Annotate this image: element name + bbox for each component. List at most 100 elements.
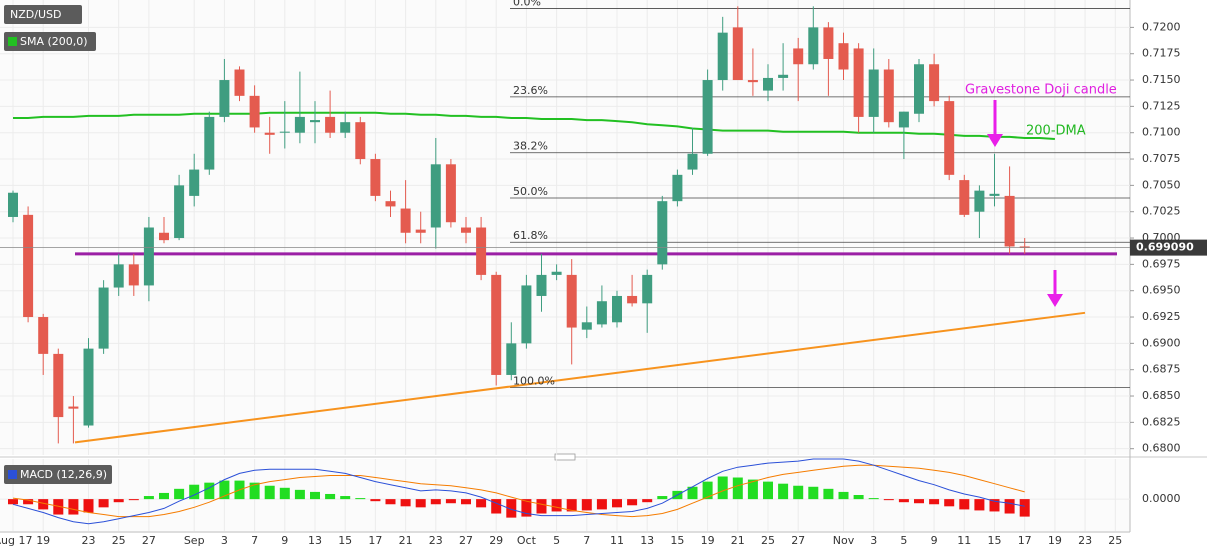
fib-label: 61.8% [513,229,548,242]
candle-body [823,27,834,59]
x-tick-label: 5 [553,534,560,547]
candle-body [989,193,1000,196]
macd-bar [823,488,834,500]
candle-body [581,322,592,330]
x-tick-label: 27 [791,534,805,547]
x-tick-label: 3 [221,534,228,547]
candle-body [763,77,773,91]
macd-bar [642,499,653,503]
macd-bar [596,499,607,510]
candle-body [853,48,864,117]
candle-body [642,274,653,304]
macd-bar [249,482,260,500]
x-tick-label: 9 [931,534,938,547]
macd-bar [883,499,894,501]
macd-bar [989,499,1000,512]
macd-bar [657,496,668,500]
y-tick-label: 0.6975 [1142,257,1181,270]
y-tick-label: 0.7050 [1142,178,1181,191]
symbol-box [4,5,82,24]
macd-bar [581,499,592,511]
candle-body [400,208,411,233]
macd-bar [415,499,426,508]
last-price-box [1130,239,1207,256]
y-tick-label: 0.6800 [1142,442,1181,455]
candle-body [838,43,849,70]
candle-body [279,131,290,133]
candle-body [113,264,124,288]
macd-bar [445,499,456,504]
y-tick-label: 0.7150 [1142,73,1181,86]
candle-body [204,116,215,170]
candle-body [189,169,200,196]
candle-body [38,317,49,354]
candle-body [491,274,502,375]
y-tick-label: 0.6900 [1142,336,1181,349]
macd-bar [944,499,955,507]
candle-body [325,116,336,133]
macd-bar [461,499,471,505]
macd-bar [747,479,758,500]
candle-body [219,80,230,117]
macd-bar [128,499,139,501]
candle-body [914,64,924,114]
x-tick-label: 11 [610,534,624,547]
macd-bar [717,476,728,500]
macd-bar [385,499,396,505]
macd-bar [113,499,124,503]
x-tick-label: 19 [36,534,50,547]
candle-body [8,192,18,217]
macd-bar [853,495,864,500]
macd-bar [959,499,970,510]
x-tick-label: Oct [517,534,537,547]
candle-body [415,229,426,233]
fib-label: 100.0% [513,375,555,388]
x-tick-label: 13 [308,534,322,547]
fib-label: 23.6% [513,84,548,97]
x-tick-label: 29 [489,534,503,547]
x-tick-label: 27 [142,534,156,547]
candle-body [174,185,185,239]
candle-body [340,122,351,133]
macd-bar [325,493,336,500]
x-tick-label: 25 [112,534,126,547]
macd-bar [808,486,819,500]
x-tick-label: 17 [368,534,382,547]
arrow-head [1047,294,1063,307]
macd-bar [159,492,169,500]
signal-line [12,464,1025,518]
price-pane [0,0,1130,455]
arrow-head [987,134,1003,147]
macd-bar [778,483,789,500]
candle-body [461,227,471,233]
candle-body [476,227,487,275]
macd-bar [898,499,909,503]
pane-handle[interactable] [554,453,576,461]
candle-body [83,348,94,426]
candle-body [808,27,819,65]
candle-body [521,285,532,344]
candle-body [128,264,139,286]
candle-body [778,74,789,78]
candle-body [264,132,275,135]
x-tick-label: 11 [957,534,971,547]
symbol-title: NZD/USD [10,8,61,21]
macd-bar [838,491,849,500]
macd-bar [23,499,34,505]
x-tick-label: 21 [399,534,413,547]
macd-bar [264,485,275,500]
candle-body [959,180,970,215]
macd-bar [430,499,441,505]
candle-body [702,80,713,154]
y-tick-label: 0.7200 [1142,20,1181,33]
macd-bar [38,499,49,510]
candle-body [566,274,577,328]
candle-body [551,271,562,275]
candle-body [98,287,109,349]
candle-body [143,227,154,286]
candle-body [1004,195,1015,247]
macd-bar [68,499,79,515]
y-tick-label: 0.6825 [1142,415,1181,428]
macd-bar [98,499,109,508]
